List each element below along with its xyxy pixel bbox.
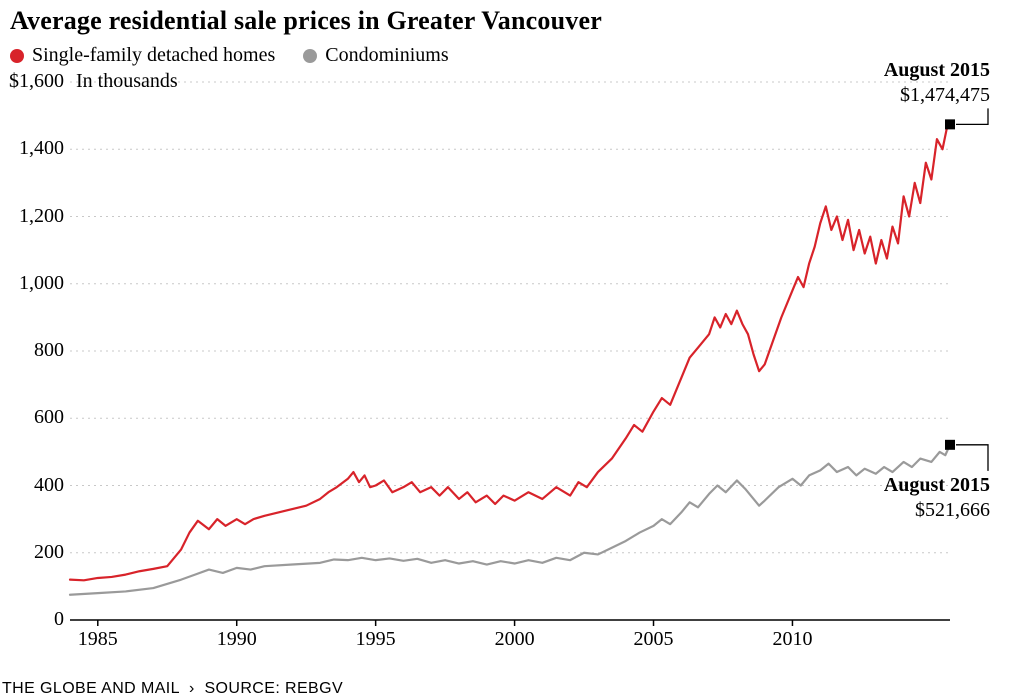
callout-detached-date: August 2015: [884, 59, 990, 81]
credit-line: THE GLOBE AND MAIL › SOURCE: REBGV: [2, 680, 343, 698]
x-tick-label: 2005: [634, 628, 674, 651]
chart-svg: [0, 78, 1024, 658]
x-tick-label: 1990: [217, 628, 257, 651]
y-tick-label: $1,600: [4, 70, 64, 93]
legend: Single-family detached homes Condominium…: [10, 44, 449, 67]
x-tick-label: 1995: [356, 628, 396, 651]
x-tick-label: 2000: [495, 628, 535, 651]
credit-sep: ›: [189, 680, 195, 697]
y-tick-label: 600: [4, 406, 64, 429]
callout-detached-value: $1,474,475: [900, 84, 990, 106]
credit-org: THE GLOBE AND MAIL: [2, 680, 179, 697]
legend-item-detached: Single-family detached homes: [10, 44, 275, 67]
chart-title: Average residential sale prices in Great…: [10, 6, 602, 36]
legend-label-condo: Condominiums: [325, 44, 448, 67]
callout-condo: August 2015 $521,666: [820, 473, 990, 523]
callout-condo-value: $521,666: [915, 499, 990, 521]
credit-source-label: SOURCE:: [204, 680, 280, 697]
y-tick-label: 400: [4, 474, 64, 497]
y-tick-label: 0: [4, 608, 64, 631]
legend-dot-condo: [303, 49, 317, 63]
legend-dot-detached: [10, 49, 24, 63]
y-tick-label: 1,000: [4, 272, 64, 295]
callout-detached: August 2015 $1,474,475: [820, 58, 990, 108]
legend-item-condo: Condominiums: [303, 44, 448, 67]
callout-condo-date: August 2015: [884, 474, 990, 496]
y-tick-label: 200: [4, 541, 64, 564]
credit-source: REBGV: [285, 680, 343, 697]
x-tick-label: 1985: [78, 628, 118, 651]
x-tick-label: 2010: [772, 628, 812, 651]
y-tick-label: 1,200: [4, 205, 64, 228]
chart-area: 02004006008001,0001,2001,400$1,600 19851…: [0, 78, 1024, 658]
y-tick-label: 800: [4, 339, 64, 362]
y-tick-label: 1,400: [4, 137, 64, 160]
legend-label-detached: Single-family detached homes: [32, 44, 275, 67]
y-axis-subtitle: In thousands: [76, 70, 178, 93]
